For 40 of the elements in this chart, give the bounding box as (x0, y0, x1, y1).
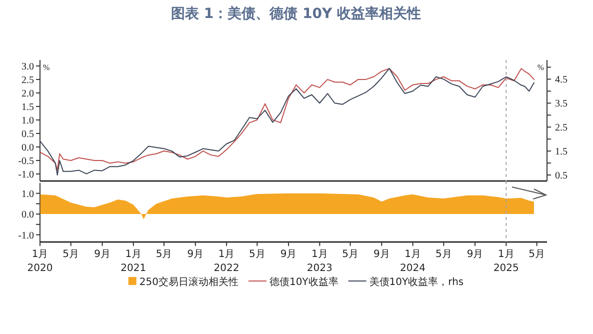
x-tick-label: 9月 (187, 249, 204, 260)
x-tick-label: 5月 (248, 249, 266, 260)
x-tick-label: 1月 2022 (214, 249, 240, 274)
y-tick-label: -1.0 (18, 169, 34, 180)
legend-label: 美债10Y收益率，rhs (369, 276, 464, 288)
y2-tick-label: 1.5 (555, 146, 568, 158)
y-tick-label: -1.0 (18, 230, 34, 242)
y-tick-label: 0.0 (22, 210, 34, 221)
y2-tick-label: 4.5 (555, 74, 568, 86)
y-tick-label: 3.0 (22, 61, 34, 72)
x-tick-label: 5月 (435, 249, 452, 260)
chart-title: 图表 1：美债、德债 10Y 收益率相关性 (171, 5, 421, 22)
x-tick-label: 9月 (466, 249, 484, 260)
x-tick-label: 5月 (62, 249, 80, 260)
y-tick-label: 1.5 (22, 102, 34, 113)
legend-label: 德债10Y收益率 (269, 276, 338, 288)
y2-tick-label: 2.5 (555, 122, 568, 134)
x-tick-label: 1月 2023 (306, 249, 332, 274)
y-tick-label: 2.5 (22, 74, 34, 86)
x-tick-label: 5月 (528, 249, 545, 260)
y2-axis-title: % (537, 63, 544, 72)
x-tick-label: 9月 (94, 249, 110, 260)
x-tick-label: 5月 (156, 249, 172, 260)
x-tick-label: 1月 2020 (27, 249, 53, 274)
y-tick-label: 2.0 (22, 88, 34, 100)
x-tick-label: 9月 (280, 249, 297, 260)
legend-label: 250交易日滚动相关性 (139, 276, 238, 288)
x-tick-label: 1月 2024 (400, 249, 426, 274)
x-tick-label: 5月 (342, 249, 358, 260)
y-axis-title: % (43, 63, 50, 72)
y2-tick-label: 3.5 (555, 98, 568, 110)
y-tick-label: 1.0 (22, 188, 34, 200)
y-tick-label: 0.5 (22, 128, 34, 140)
y2-tick-label: 0.5 (555, 170, 568, 182)
y-tick-label: -0.5 (18, 156, 34, 167)
y-tick-label: 1.0 (22, 115, 34, 126)
x-tick-label: 9月 (373, 249, 390, 260)
x-tick-label: 1月 2021 (120, 249, 146, 274)
y-tick-label: 0.0 (22, 142, 34, 154)
x-tick-label: 1月 2025 (493, 249, 519, 274)
